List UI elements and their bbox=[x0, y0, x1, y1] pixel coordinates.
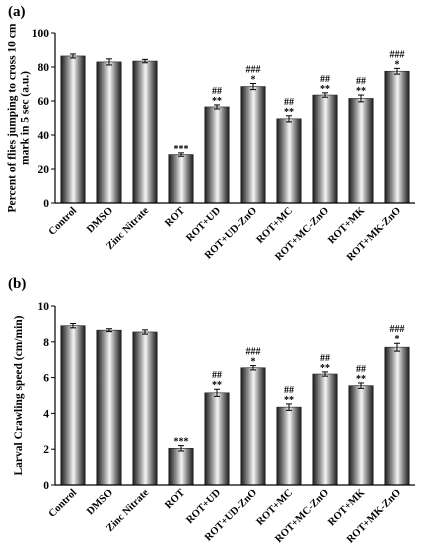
bar-rot-ud bbox=[204, 392, 230, 486]
y-tick-label: 2 bbox=[43, 444, 49, 456]
y-axis-label: mark in 5 sec (a.u.) bbox=[20, 71, 32, 165]
y-tick-label: 60 bbox=[38, 96, 50, 108]
bar-rot-mc-zno bbox=[312, 94, 338, 204]
y-tick-label: 0 bbox=[43, 480, 49, 492]
significance-hash: ## bbox=[320, 74, 330, 85]
bar-dmso bbox=[96, 329, 122, 486]
significance-hash: ## bbox=[212, 86, 222, 97]
significance-star: ** bbox=[320, 84, 330, 95]
panel-label: (b) bbox=[8, 276, 26, 292]
bar-zinc-nitrate bbox=[132, 60, 158, 204]
significance-star: *** bbox=[174, 144, 189, 155]
y-tick-label: 40 bbox=[38, 130, 50, 142]
bar-zinc-nitrate bbox=[132, 331, 158, 486]
bar-rot-mk-zno bbox=[384, 70, 410, 204]
bar-rot-ud bbox=[204, 106, 230, 204]
bar-rot-mk-zno bbox=[384, 346, 410, 486]
bar-rot bbox=[168, 448, 194, 486]
x-tick-label: Control bbox=[47, 487, 79, 519]
bar-control bbox=[60, 55, 86, 204]
x-tick-label: ROT bbox=[163, 205, 187, 229]
bar-rot bbox=[168, 154, 194, 204]
bar-rot-mk bbox=[348, 385, 374, 486]
bar-dmso bbox=[96, 61, 122, 204]
significance-star: ** bbox=[212, 96, 222, 107]
bar-rot-mk bbox=[348, 98, 374, 204]
y-tick-label: 20 bbox=[38, 164, 50, 176]
y-tick-label: 8 bbox=[43, 337, 49, 349]
bar-rot-mc bbox=[276, 406, 302, 486]
bar-rot-mc bbox=[276, 118, 302, 204]
y-tick-label: 100 bbox=[32, 28, 50, 40]
significance-hash: ## bbox=[356, 364, 366, 375]
bar-control bbox=[60, 325, 86, 486]
significance-star: * bbox=[251, 74, 256, 85]
significance-hash: ### bbox=[390, 324, 405, 335]
significance-star: ** bbox=[284, 107, 294, 118]
significance-hash: ## bbox=[356, 76, 366, 87]
x-tick-label: Control bbox=[47, 205, 79, 237]
y-axis-label: Percent of flies jumping to cross 10 cm bbox=[7, 23, 19, 212]
significance-star: * bbox=[251, 357, 256, 368]
panel-label: (a) bbox=[8, 4, 26, 20]
significance-hash: ## bbox=[320, 353, 330, 364]
significance-hash: ### bbox=[246, 64, 261, 75]
bar-rot-ud-zno bbox=[240, 367, 266, 486]
y-tick-label: 80 bbox=[38, 62, 50, 74]
x-tick-label: ROT bbox=[163, 487, 187, 511]
significance-star: ** bbox=[284, 395, 294, 406]
significance-star: * bbox=[395, 334, 400, 345]
y-tick-label: 0 bbox=[43, 198, 49, 210]
significance-hash: ## bbox=[284, 97, 294, 108]
significance-star: *** bbox=[174, 437, 189, 448]
significance-hash: ### bbox=[390, 49, 405, 60]
significance-star: ** bbox=[212, 380, 222, 391]
bar-rot-mc-zno bbox=[312, 373, 338, 486]
chart-panel-a: (a) Percent of flies jumping to cross 10 … bbox=[7, 4, 415, 264]
significance-star: ** bbox=[320, 363, 330, 374]
y-tick-label: 10 bbox=[38, 301, 50, 313]
x-tick-label: DMSO bbox=[85, 487, 115, 517]
significance-hash: ## bbox=[284, 385, 294, 396]
significance-star: ** bbox=[356, 374, 366, 385]
chart-panel-b: (b) Larval Crawling speed (cm/min) 0 2 4 6 8 10… bbox=[8, 276, 415, 546]
significance-star: * bbox=[395, 59, 400, 70]
significance-star: ** bbox=[356, 86, 366, 97]
bar-rot-ud-zno bbox=[240, 86, 266, 204]
significance-hash: ### bbox=[246, 347, 261, 358]
x-tick-label: DMSO bbox=[85, 205, 115, 235]
y-tick-label: 4 bbox=[43, 408, 49, 420]
significance-hash: ## bbox=[212, 370, 222, 381]
y-tick-label: 6 bbox=[43, 373, 49, 385]
y-axis-label: Larval Crawling speed (cm/min) bbox=[13, 315, 25, 475]
